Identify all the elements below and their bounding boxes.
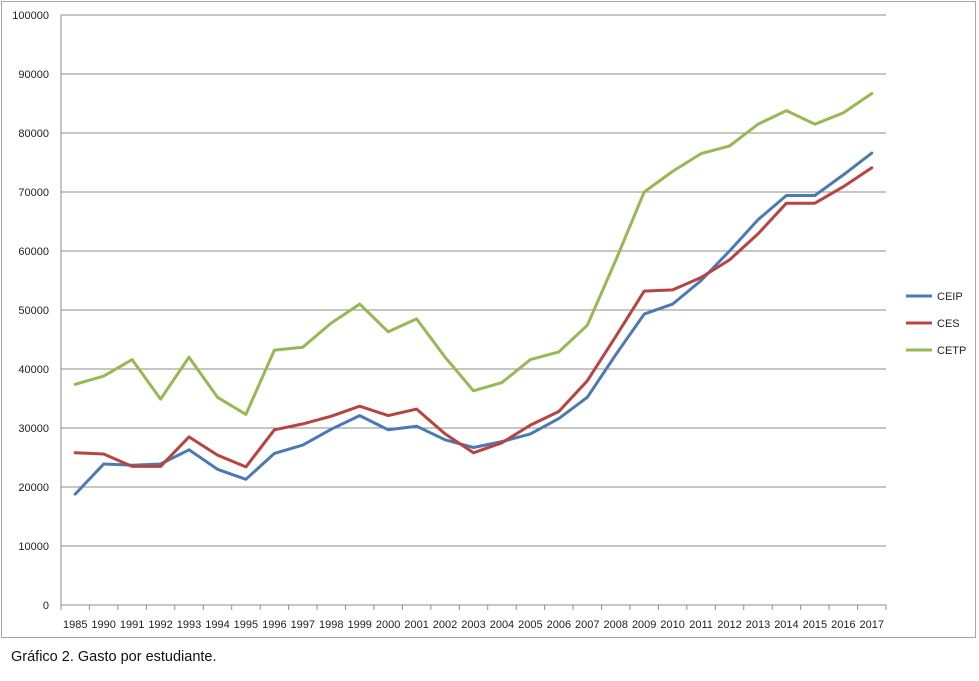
- x-tick-label: 2010: [660, 619, 684, 631]
- x-tick-label: 2002: [433, 619, 457, 631]
- series-lines: [73, 92, 874, 496]
- x-tick-label: 1995: [234, 619, 258, 631]
- y-tick-label: 80000: [18, 128, 49, 140]
- chart-frame: [1, 1, 976, 638]
- x-tick-label: 2007: [575, 619, 599, 631]
- series-line-ceip: [73, 151, 874, 496]
- legend-label-cetp: CETP: [937, 345, 966, 357]
- x-tick-label: 2014: [774, 619, 798, 631]
- x-tick-label: 1991: [120, 619, 144, 631]
- x-tick-label: 1985: [63, 619, 87, 631]
- line-chart: 0 10000 20000 30000 40000 50000 60000 70000 8000…: [12, 10, 966, 631]
- x-tick-label: 1993: [177, 619, 201, 631]
- y-tick-label: 40000: [18, 364, 49, 376]
- x-tick-label: 2015: [803, 619, 827, 631]
- x-tick-label: 2009: [632, 619, 656, 631]
- series-line-ces: [73, 166, 874, 469]
- x-axis-ticks: 1985 1990 1991 1992 1993 1994 1995 1996 1997 1998…: [63, 619, 884, 631]
- x-tick-label: 2011: [689, 619, 713, 631]
- legend-label-ceip: CEIP: [937, 291, 963, 303]
- legend: CEIP CES CETP: [906, 291, 966, 357]
- x-tick-label: 1999: [347, 619, 371, 631]
- x-tick-label: 2006: [547, 619, 571, 631]
- y-tick-label: 10000: [18, 541, 49, 553]
- x-tick-label: 2000: [376, 619, 400, 631]
- y-tick-label: 100000: [12, 10, 49, 22]
- x-tick-label: 2005: [518, 619, 542, 631]
- x-tick-label: 2001: [404, 619, 428, 631]
- figure-caption: Gráfico 2. Gasto por estudiante.: [11, 649, 217, 665]
- y-tick-label: 20000: [18, 482, 49, 494]
- x-tick-label: 2008: [603, 619, 627, 631]
- y-tick-label: 30000: [18, 423, 49, 435]
- x-tick-label: 2016: [831, 619, 855, 631]
- x-tick-label: 1996: [262, 619, 286, 631]
- x-tick-label: 2004: [490, 619, 514, 631]
- x-tick-label: 1998: [319, 619, 343, 631]
- y-tick-label: 0: [43, 600, 49, 612]
- x-tick-label: 2003: [461, 619, 485, 631]
- y-tick-label: 50000: [18, 305, 49, 317]
- x-tick-label: 1992: [148, 619, 172, 631]
- x-tick-label: 1997: [291, 619, 315, 631]
- x-tick-label: 2013: [746, 619, 770, 631]
- series-line-cetp: [73, 92, 874, 416]
- y-tick-label: 70000: [18, 187, 49, 199]
- x-tick-label: 1994: [205, 619, 229, 631]
- gridlines: [61, 14, 886, 547]
- x-tick-label: 2017: [860, 619, 884, 631]
- legend-label-ces: CES: [937, 318, 960, 330]
- x-tick-label: 2012: [717, 619, 741, 631]
- x-tick-label: 1990: [91, 619, 115, 631]
- y-axis-ticks: 0 10000 20000 30000 40000 50000 60000 70000 8000…: [12, 10, 49, 612]
- y-tick-label: 90000: [18, 69, 49, 81]
- axes: [60, 15, 887, 610]
- y-tick-label: 60000: [18, 246, 49, 258]
